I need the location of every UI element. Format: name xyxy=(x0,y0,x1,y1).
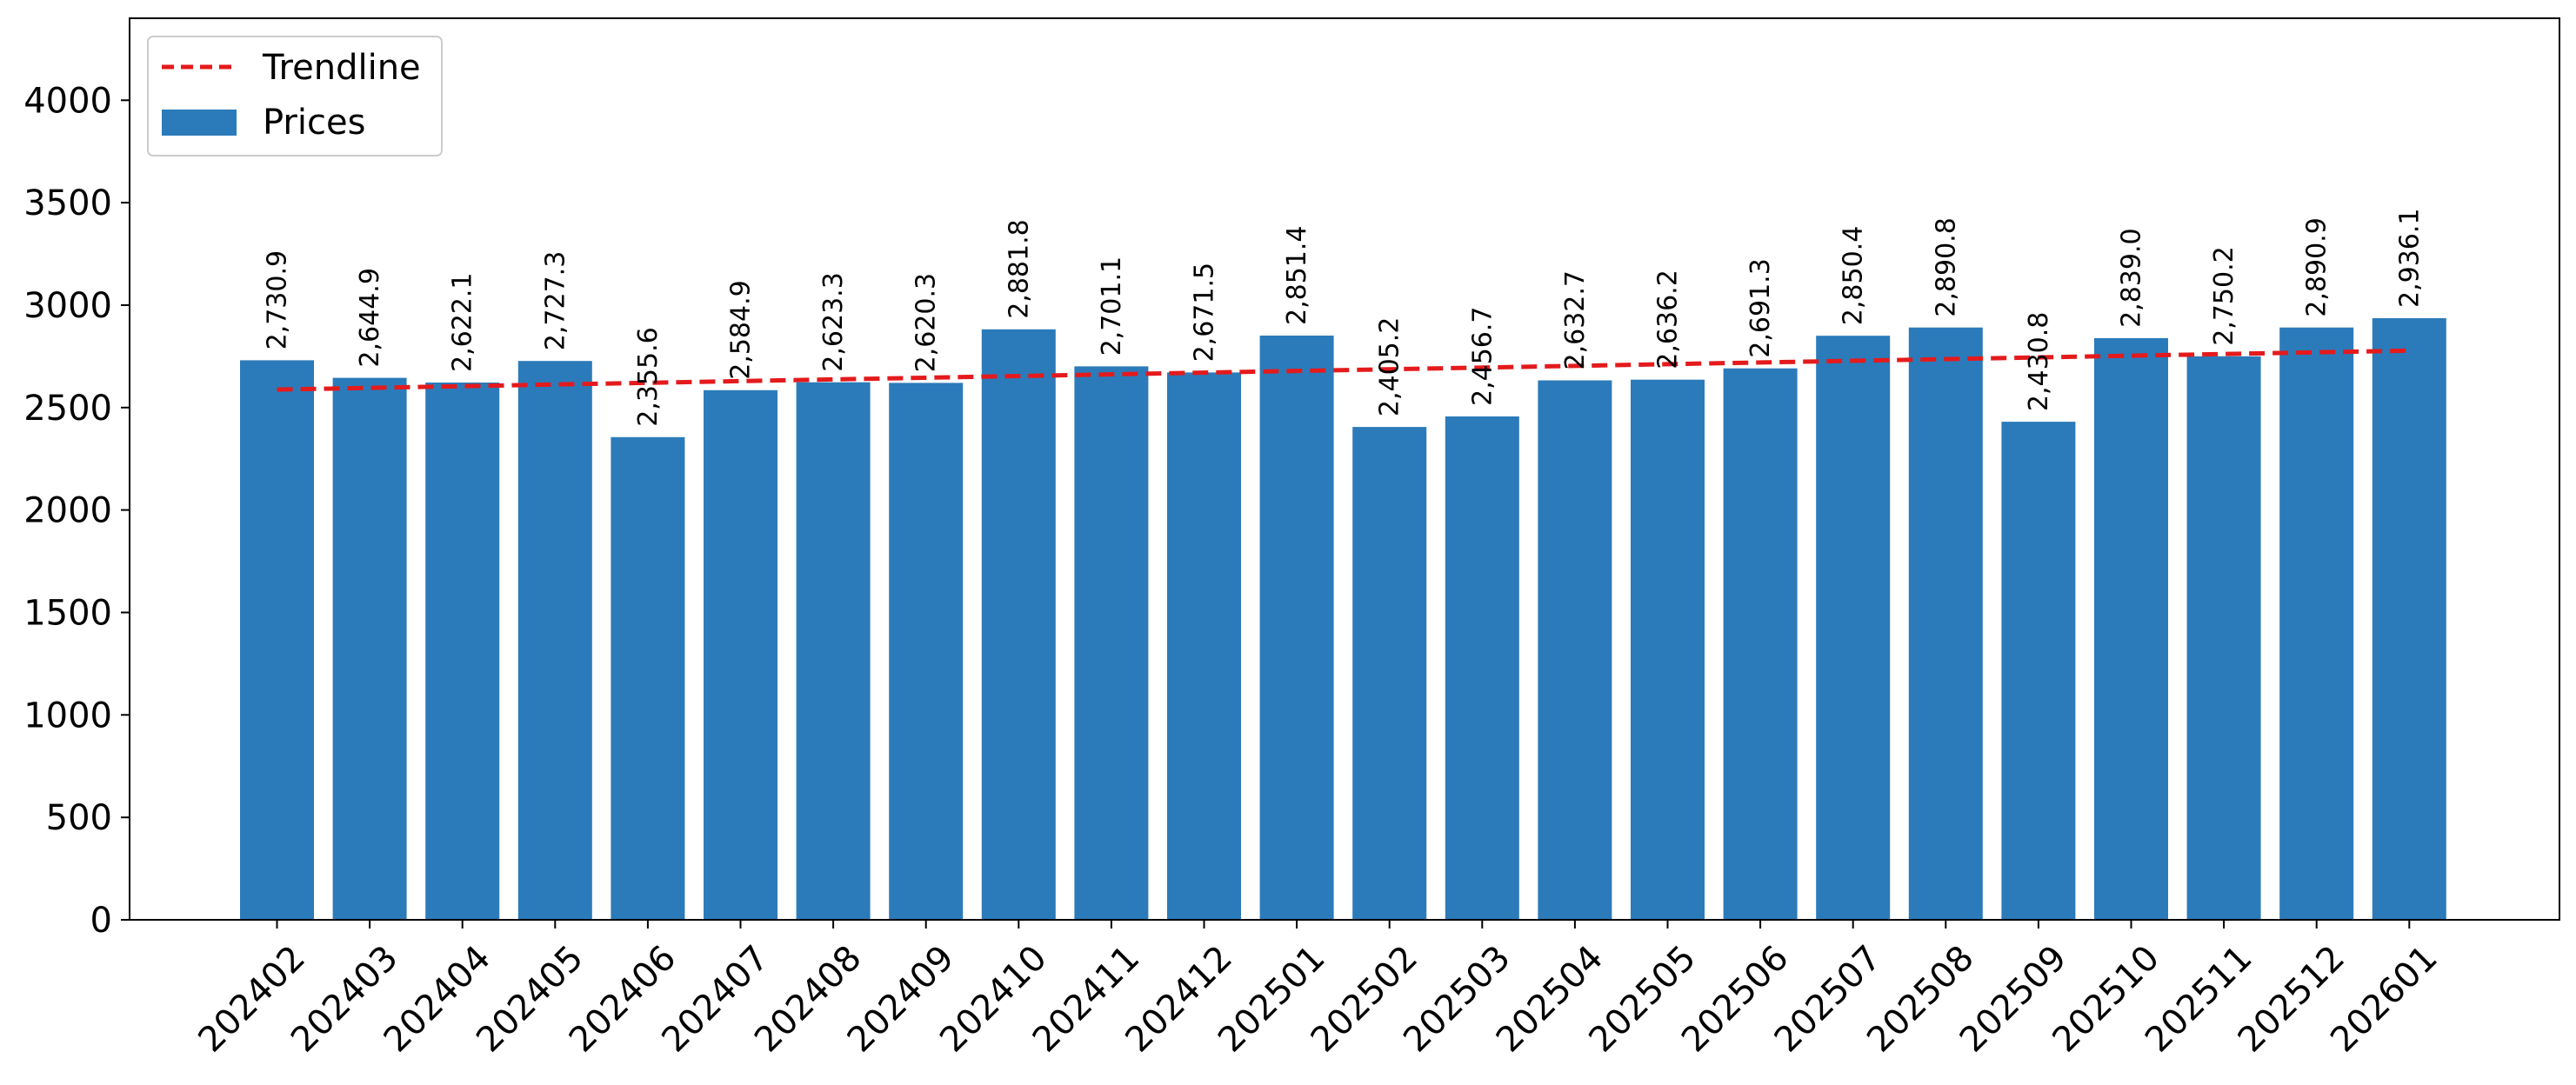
x-axis: 2024022024032024042024052024062024072024… xyxy=(190,920,2446,1060)
bar-202407 xyxy=(704,389,777,920)
data-label-202505: 2,636.2 xyxy=(1653,270,1684,369)
bar-202403 xyxy=(332,377,407,921)
data-labels-layer: 2,730.9 2,644.9 2,622.1 2,727.3 2,355.6 2,584… xyxy=(263,208,2426,426)
bar-202504 xyxy=(1538,380,1612,920)
data-label-202409: 2,620.3 xyxy=(911,273,942,373)
bar-202409 xyxy=(889,383,964,920)
y-tick-label-1000: 1000 xyxy=(23,696,112,736)
data-label-202405: 2,727.3 xyxy=(540,251,571,351)
bar-202502 xyxy=(1352,427,1427,921)
bar-202503 xyxy=(1445,416,1519,920)
legend-prices-swatch xyxy=(162,110,237,136)
data-label-202404: 2,622.1 xyxy=(448,272,478,372)
bar-202404 xyxy=(425,383,500,920)
bar-202408 xyxy=(796,382,871,920)
data-label-202503: 2,456.7 xyxy=(1467,306,1498,406)
data-label-202403: 2,644.9 xyxy=(355,268,385,368)
bar-202405 xyxy=(517,361,592,920)
data-label-202502: 2,405.2 xyxy=(1375,317,1405,417)
y-tick-label-1500: 1500 xyxy=(23,594,112,634)
data-label-202511: 2,750.2 xyxy=(2209,246,2239,346)
data-label-202507: 2,850.4 xyxy=(1839,226,1869,326)
y-tick-label-4000: 4000 xyxy=(23,81,112,121)
legend-trendline-label: Trendline xyxy=(262,48,421,88)
y-tick-label-2500: 2500 xyxy=(23,389,112,429)
bar-202508 xyxy=(1908,327,1983,920)
bar-202601 xyxy=(2372,318,2446,920)
data-label-202504: 2,632.7 xyxy=(1560,270,1591,370)
data-label-202408: 2,623.3 xyxy=(818,272,849,372)
data-label-202407: 2,584.9 xyxy=(726,280,757,380)
data-label-202501: 2,851.4 xyxy=(1282,225,1312,325)
y-tick-label-3000: 3000 xyxy=(23,286,112,326)
data-label-202402: 2,730.9 xyxy=(263,250,293,350)
bar-202501 xyxy=(1259,336,1334,920)
data-label-202406: 2,355.6 xyxy=(633,327,664,427)
bar-202412 xyxy=(1167,372,1241,920)
bar-202511 xyxy=(2186,356,2261,920)
data-label-202410: 2,881.8 xyxy=(1004,219,1034,319)
data-label-202601: 2,936.1 xyxy=(2394,208,2425,308)
bar-202509 xyxy=(2001,422,2076,921)
legend: Trendline Prices xyxy=(147,36,443,156)
trendline-layer xyxy=(277,348,2410,392)
bar-202510 xyxy=(2094,337,2168,920)
bar-202411 xyxy=(1074,366,1149,920)
bar-202512 xyxy=(2279,327,2354,920)
data-label-202512: 2,890.9 xyxy=(2302,217,2332,317)
bar-202505 xyxy=(1631,379,1705,920)
y-tick-label-3500: 3500 xyxy=(23,183,112,223)
bar-202402 xyxy=(240,360,314,920)
bar-202507 xyxy=(1816,336,1891,920)
trendline xyxy=(277,348,2410,392)
data-label-202412: 2,671.5 xyxy=(1190,263,1220,363)
bars-layer xyxy=(240,318,2446,921)
y-axis: 0 500 1000 1500 2000 2500 3000 3500 4000 xyxy=(23,81,130,941)
bar-202506 xyxy=(1723,368,1798,920)
y-tick-label-500: 500 xyxy=(46,798,112,838)
data-label-202508: 2,890.8 xyxy=(1931,217,1961,317)
data-label-202509: 2,430.8 xyxy=(2024,312,2054,412)
data-label-202510: 2,839.0 xyxy=(2117,228,2147,328)
data-label-202411: 2,701.1 xyxy=(1097,256,1127,356)
legend-prices-label: Prices xyxy=(263,103,365,143)
y-tick-label-2000: 2000 xyxy=(23,491,112,531)
bar-202410 xyxy=(981,329,1056,920)
y-tick-label-0: 0 xyxy=(90,901,112,941)
bar-202406 xyxy=(611,436,685,920)
plot-frame xyxy=(129,17,2560,921)
data-label-202506: 2,691.3 xyxy=(1745,258,1776,358)
